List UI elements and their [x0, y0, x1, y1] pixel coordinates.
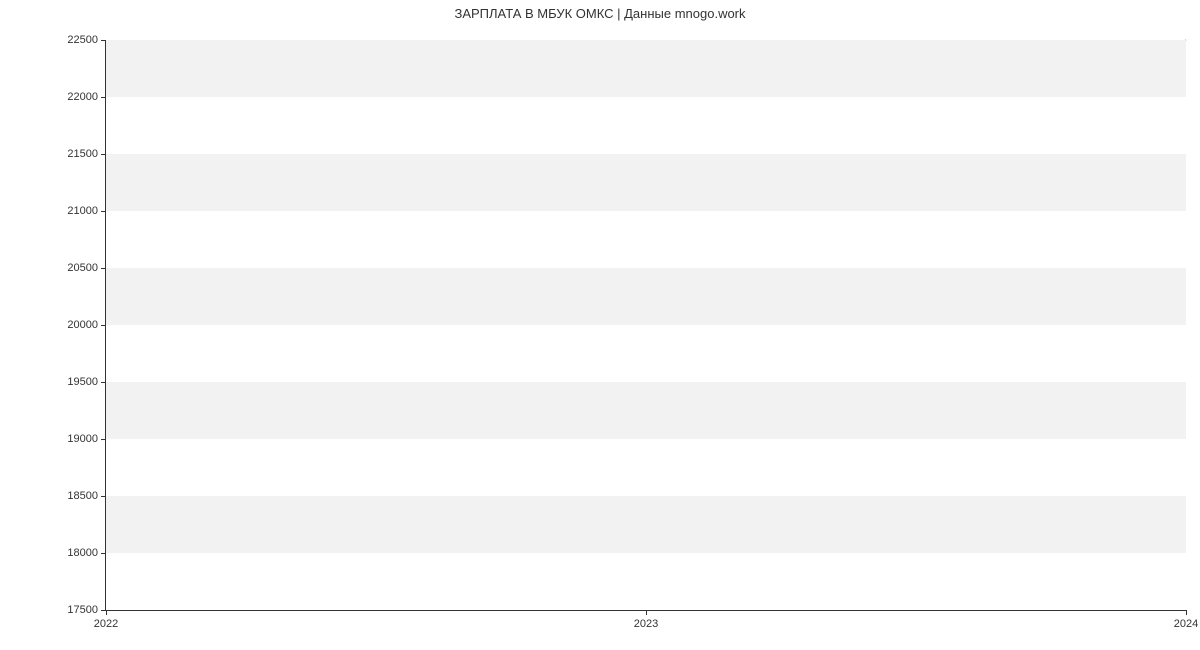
plot-area: 1750018000185001900019500200002050021000…: [105, 40, 1186, 611]
grid-band: [106, 268, 1186, 325]
grid-band: [106, 496, 1186, 553]
y-axis-tick-mark: [101, 496, 106, 497]
y-axis-tick-mark: [101, 40, 106, 41]
grid-band: [106, 325, 1186, 382]
y-axis-tick-label: 22000: [67, 91, 98, 103]
y-axis-tick-label: 21500: [67, 148, 98, 160]
y-axis-tick-mark: [101, 211, 106, 212]
salary-line-chart: ЗАРПЛАТА В МБУК ОМКС | Данные mnogo.work…: [0, 0, 1200, 650]
y-axis-tick-mark: [101, 268, 106, 269]
y-axis-tick-label: 22500: [67, 34, 98, 46]
y-axis-tick-label: 18000: [67, 547, 98, 559]
x-axis-tick-mark: [646, 610, 647, 615]
y-axis-tick-mark: [101, 97, 106, 98]
y-axis-tick-label: 19500: [67, 376, 98, 388]
x-axis-tick-mark: [106, 610, 107, 615]
grid-band: [106, 97, 1186, 154]
y-axis-tick-mark: [101, 325, 106, 326]
y-axis-tick-label: 18500: [67, 490, 98, 502]
grid-band: [106, 211, 1186, 268]
y-axis-tick-mark: [101, 382, 106, 383]
x-axis-tick-label: 2023: [634, 618, 658, 630]
y-axis-tick-label: 19000: [67, 433, 98, 445]
y-axis-tick-mark: [101, 553, 106, 554]
y-axis-tick-label: 17500: [67, 604, 98, 616]
y-axis-tick-mark: [101, 154, 106, 155]
grid-band: [106, 382, 1186, 439]
y-axis-tick-label: 20500: [67, 262, 98, 274]
grid-band: [106, 154, 1186, 211]
x-axis-tick-mark: [1186, 610, 1187, 615]
y-axis-tick-label: 21000: [67, 205, 98, 217]
y-axis-tick-mark: [101, 439, 106, 440]
chart-title: ЗАРПЛАТА В МБУК ОМКС | Данные mnogo.work: [0, 6, 1200, 21]
y-axis-tick-label: 20000: [67, 319, 98, 331]
x-axis-tick-label: 2022: [94, 618, 118, 630]
grid-band: [106, 439, 1186, 496]
grid-band: [106, 553, 1186, 610]
x-axis-tick-label: 2024: [1174, 618, 1198, 630]
grid-band: [106, 40, 1186, 97]
